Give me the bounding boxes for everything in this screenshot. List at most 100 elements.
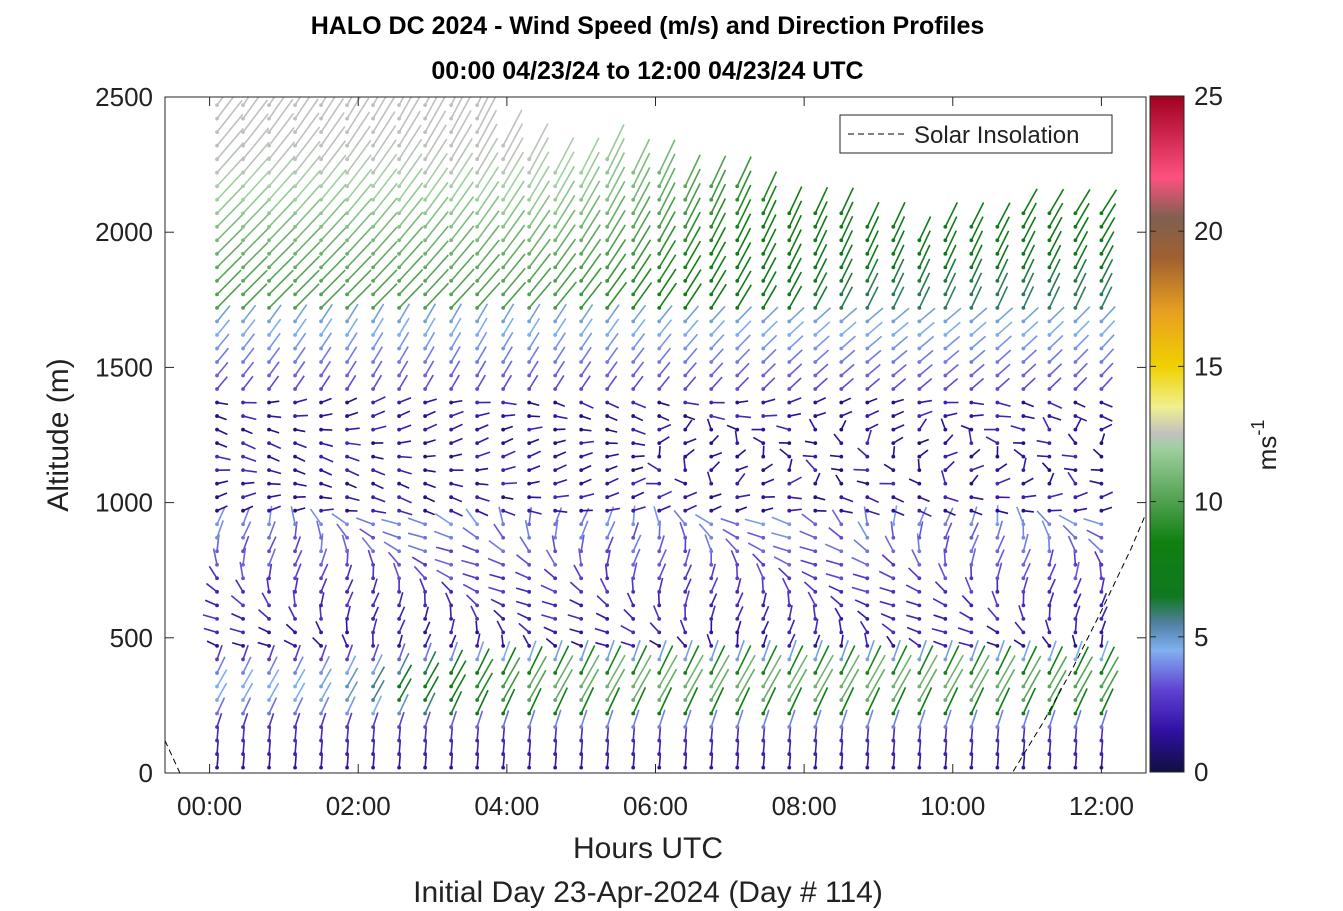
wind-vector-point xyxy=(1099,360,1104,364)
wind-vector xyxy=(528,180,551,214)
wind-vector xyxy=(632,152,651,187)
wind-vector-point xyxy=(761,616,766,621)
wind-vector-point xyxy=(345,468,349,473)
wind-vector xyxy=(1048,646,1064,674)
wind-vector xyxy=(676,636,686,647)
wind-vector-point xyxy=(709,738,714,743)
wind-vector xyxy=(554,224,576,255)
wind-vector xyxy=(398,153,423,187)
wind-vector xyxy=(502,657,521,687)
wind-vector-point xyxy=(319,765,323,770)
wind-vector-point xyxy=(501,644,506,648)
wind-vector xyxy=(658,139,676,174)
wind-vector-point xyxy=(657,522,662,527)
wind-vector-point xyxy=(1099,616,1104,621)
wind-vector-point xyxy=(735,238,740,243)
wind-vector xyxy=(944,258,957,282)
wind-vector-point xyxy=(735,414,740,418)
wind-vector xyxy=(235,579,244,593)
wind-vector-point xyxy=(943,589,948,594)
wind-vector-point xyxy=(293,630,297,635)
wind-vector xyxy=(1074,688,1088,714)
wind-vector xyxy=(528,655,548,687)
wind-vector-point xyxy=(345,630,349,635)
wind-vector-point xyxy=(501,603,506,608)
wind-vector xyxy=(503,482,518,485)
wind-vector xyxy=(1100,709,1108,728)
wind-vector xyxy=(1022,335,1038,350)
wind-vector-point xyxy=(423,698,428,702)
wind-vector-point xyxy=(865,752,870,756)
wind-vector xyxy=(320,111,345,147)
x-tick-label: 02:00 xyxy=(326,791,391,821)
wind-vector xyxy=(356,517,374,525)
wind-vector xyxy=(944,272,957,295)
wind-vector xyxy=(216,305,231,322)
wind-vector-point xyxy=(1099,427,1104,432)
wind-vector-point xyxy=(1073,562,1078,567)
wind-vector-point xyxy=(527,589,532,594)
wind-vector xyxy=(346,269,372,295)
wind-vector-point xyxy=(527,170,532,175)
wind-vector xyxy=(684,740,688,755)
wind-vector xyxy=(372,578,378,593)
wind-vector-point xyxy=(787,427,792,432)
wind-vector xyxy=(268,255,295,282)
wind-vector xyxy=(580,166,601,201)
wind-vector xyxy=(450,618,456,633)
wind-vector-point xyxy=(215,333,219,337)
wind-vector xyxy=(450,649,464,674)
wind-vector xyxy=(658,182,676,214)
wind-vector xyxy=(626,592,634,606)
wind-vector-point xyxy=(761,211,766,216)
wind-vector-point xyxy=(371,481,375,486)
wind-vector xyxy=(205,582,218,593)
wind-vector-point xyxy=(657,684,662,689)
wind-vector xyxy=(840,755,844,768)
wind-vector-point xyxy=(215,468,219,473)
wind-vector-point xyxy=(319,265,323,270)
wind-vector xyxy=(290,506,296,525)
wind-vector-point xyxy=(865,414,870,418)
wind-vector xyxy=(866,645,882,674)
wind-vector xyxy=(1063,467,1076,471)
wind-vector xyxy=(918,521,924,538)
wind-vector-point xyxy=(839,400,844,405)
wind-vector-point xyxy=(683,698,688,702)
wind-vector xyxy=(658,211,676,241)
x-tick-label: 10:00 xyxy=(920,791,985,821)
wind-vector xyxy=(398,726,402,741)
wind-vector xyxy=(398,226,424,255)
wind-vector xyxy=(554,726,558,741)
wind-vector-point xyxy=(995,522,1000,527)
wind-vector xyxy=(606,639,615,660)
wind-vector-point xyxy=(683,306,688,310)
wind-vector-point xyxy=(995,589,1000,594)
wind-vector xyxy=(555,494,569,498)
wind-vector xyxy=(814,687,829,714)
wind-vector xyxy=(711,415,725,421)
wind-vector xyxy=(1067,433,1077,444)
wind-vector-point xyxy=(891,306,896,310)
wind-vector-point xyxy=(605,441,610,446)
wind-vector xyxy=(398,606,406,620)
wind-vector xyxy=(1074,605,1081,620)
wind-vector-point xyxy=(553,508,558,513)
wind-vector-point xyxy=(501,157,506,162)
wind-vector xyxy=(814,645,830,674)
wind-vector xyxy=(632,477,646,485)
wind-vector-point xyxy=(371,495,375,500)
wind-vector-point xyxy=(943,765,948,770)
wind-vector xyxy=(970,506,978,525)
wind-vector-point xyxy=(813,211,818,216)
wind-vector-point xyxy=(397,251,402,256)
wind-vector xyxy=(881,623,894,634)
wind-vector-point xyxy=(605,576,610,581)
wind-vector-point xyxy=(761,711,766,716)
wind-vector xyxy=(684,645,700,674)
wind-vector xyxy=(736,668,756,701)
wind-vector xyxy=(346,442,361,446)
wind-vector-point xyxy=(319,211,323,216)
wind-vector xyxy=(502,281,527,309)
